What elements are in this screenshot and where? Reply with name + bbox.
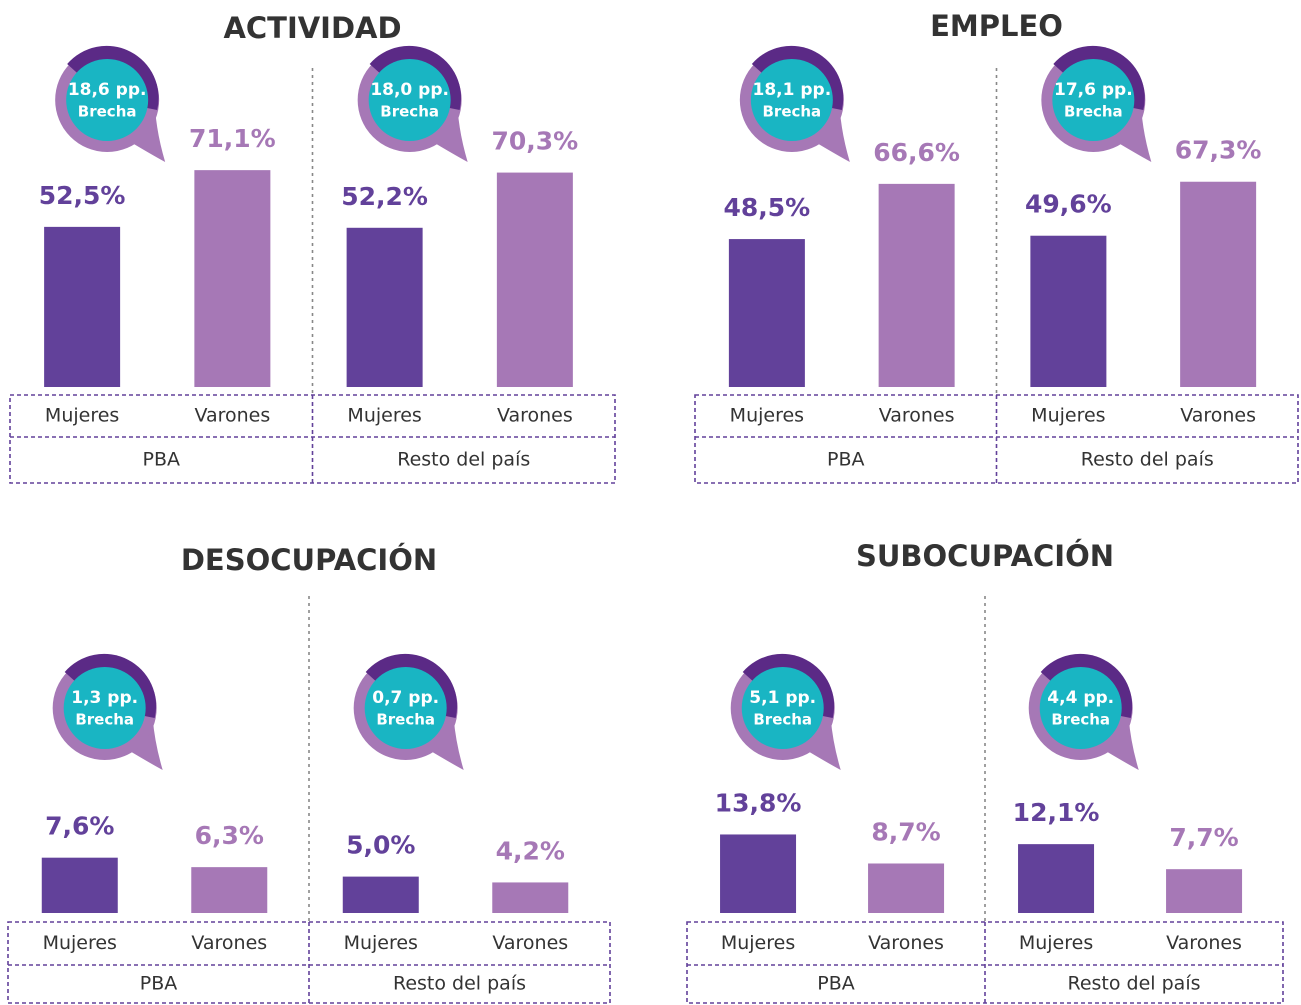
- value-label: 12,1%: [1013, 798, 1100, 827]
- bubble: [66, 59, 149, 141]
- gap-label: 18,6 pp.: [68, 80, 147, 100]
- bar: [191, 867, 268, 913]
- gap-caption: Brecha: [376, 711, 435, 729]
- group-label: PBA: [817, 973, 855, 995]
- bar: [496, 172, 573, 387]
- chart-title: ACTIVIDAD: [223, 11, 401, 45]
- gap-label: 1,3 pp.: [71, 688, 138, 708]
- gap-label: 18,1 pp.: [753, 80, 832, 100]
- bar: [728, 239, 805, 387]
- gap-label: 17,6 pp.: [1054, 80, 1133, 100]
- bar: [878, 183, 955, 387]
- gap-caption: Brecha: [78, 103, 137, 121]
- bubble-tail: [1100, 718, 1139, 770]
- value-label: 49,6%: [1025, 190, 1112, 219]
- bubble: [63, 667, 146, 749]
- category-label: Mujeres: [1031, 405, 1105, 427]
- gap-caption: Brecha: [75, 711, 134, 729]
- category-label: Mujeres: [1019, 932, 1093, 954]
- value-label: 4,2%: [496, 836, 565, 865]
- bar: [492, 882, 569, 913]
- value-label: 70,3%: [492, 127, 579, 156]
- value-label: 48,5%: [724, 193, 811, 222]
- bubble: [741, 667, 824, 749]
- bar: [868, 863, 945, 913]
- bar: [720, 834, 797, 913]
- bubble-tail: [1113, 110, 1152, 162]
- bar: [342, 876, 419, 913]
- gap-caption: Brecha: [380, 103, 439, 121]
- category-label: Mujeres: [344, 932, 418, 954]
- gap-label: 4,4 pp.: [1047, 688, 1114, 708]
- chart-title: EMPLEO: [930, 9, 1063, 43]
- bubble: [364, 667, 447, 749]
- group-label: Resto del país: [393, 973, 526, 995]
- value-label: 8,7%: [871, 817, 940, 846]
- category-label: Varones: [868, 932, 944, 954]
- category-label: Mujeres: [45, 405, 119, 427]
- bar: [1018, 844, 1095, 913]
- bar: [1180, 181, 1257, 387]
- bubble: [368, 59, 451, 141]
- group-label: PBA: [143, 449, 181, 471]
- bubble-tail: [127, 110, 166, 162]
- gap-label: 0,7 pp.: [372, 688, 439, 708]
- bar: [44, 226, 121, 387]
- bubble-tail: [425, 718, 464, 770]
- value-label: 71,1%: [189, 124, 276, 153]
- bubble-tail: [802, 718, 841, 770]
- bubble-tail: [124, 718, 163, 770]
- bubble-tail: [429, 110, 468, 162]
- value-label: 5,0%: [346, 831, 415, 860]
- category-label: Varones: [1180, 405, 1256, 427]
- chart-title: DESOCUPACIÓN: [181, 543, 437, 577]
- category-label: Mujeres: [43, 932, 117, 954]
- group-label: PBA: [827, 449, 865, 471]
- gap-label: 5,1 pp.: [749, 688, 816, 708]
- gap-caption: Brecha: [1064, 103, 1123, 121]
- gap-caption: Brecha: [753, 711, 812, 729]
- value-label: 6,3%: [195, 821, 264, 850]
- gap-caption: Brecha: [1051, 711, 1110, 729]
- value-label: 52,2%: [341, 182, 428, 211]
- value-label: 7,7%: [1169, 823, 1238, 852]
- bar: [194, 170, 271, 387]
- value-label: 13,8%: [715, 788, 802, 817]
- value-label: 66,6%: [873, 138, 960, 167]
- value-label: 52,5%: [39, 181, 126, 210]
- category-label: Varones: [194, 405, 270, 427]
- chart-title: SUBOCUPACIÓN: [856, 539, 1114, 573]
- bubble: [1039, 667, 1122, 749]
- bubble: [750, 59, 833, 141]
- bar: [346, 227, 423, 387]
- category-label: Mujeres: [721, 932, 795, 954]
- group-label: PBA: [140, 973, 178, 995]
- category-label: Varones: [497, 405, 573, 427]
- bar: [1030, 235, 1107, 387]
- group-label: Resto del país: [397, 449, 530, 471]
- value-label: 67,3%: [1175, 136, 1262, 165]
- bubble: [1052, 59, 1135, 141]
- category-label: Mujeres: [730, 405, 804, 427]
- category-label: Mujeres: [347, 405, 421, 427]
- category-label: Varones: [879, 405, 955, 427]
- category-label: Varones: [191, 932, 267, 954]
- bubble-tail: [811, 110, 850, 162]
- bar: [41, 857, 118, 913]
- category-label: Varones: [492, 932, 568, 954]
- gap-caption: Brecha: [762, 103, 821, 121]
- gap-label: 18,0 pp.: [370, 80, 449, 100]
- group-label: Resto del país: [1081, 449, 1214, 471]
- category-label: Varones: [1166, 932, 1242, 954]
- bar: [1166, 869, 1243, 913]
- group-label: Resto del país: [1068, 973, 1201, 995]
- value-label: 7,6%: [45, 812, 114, 841]
